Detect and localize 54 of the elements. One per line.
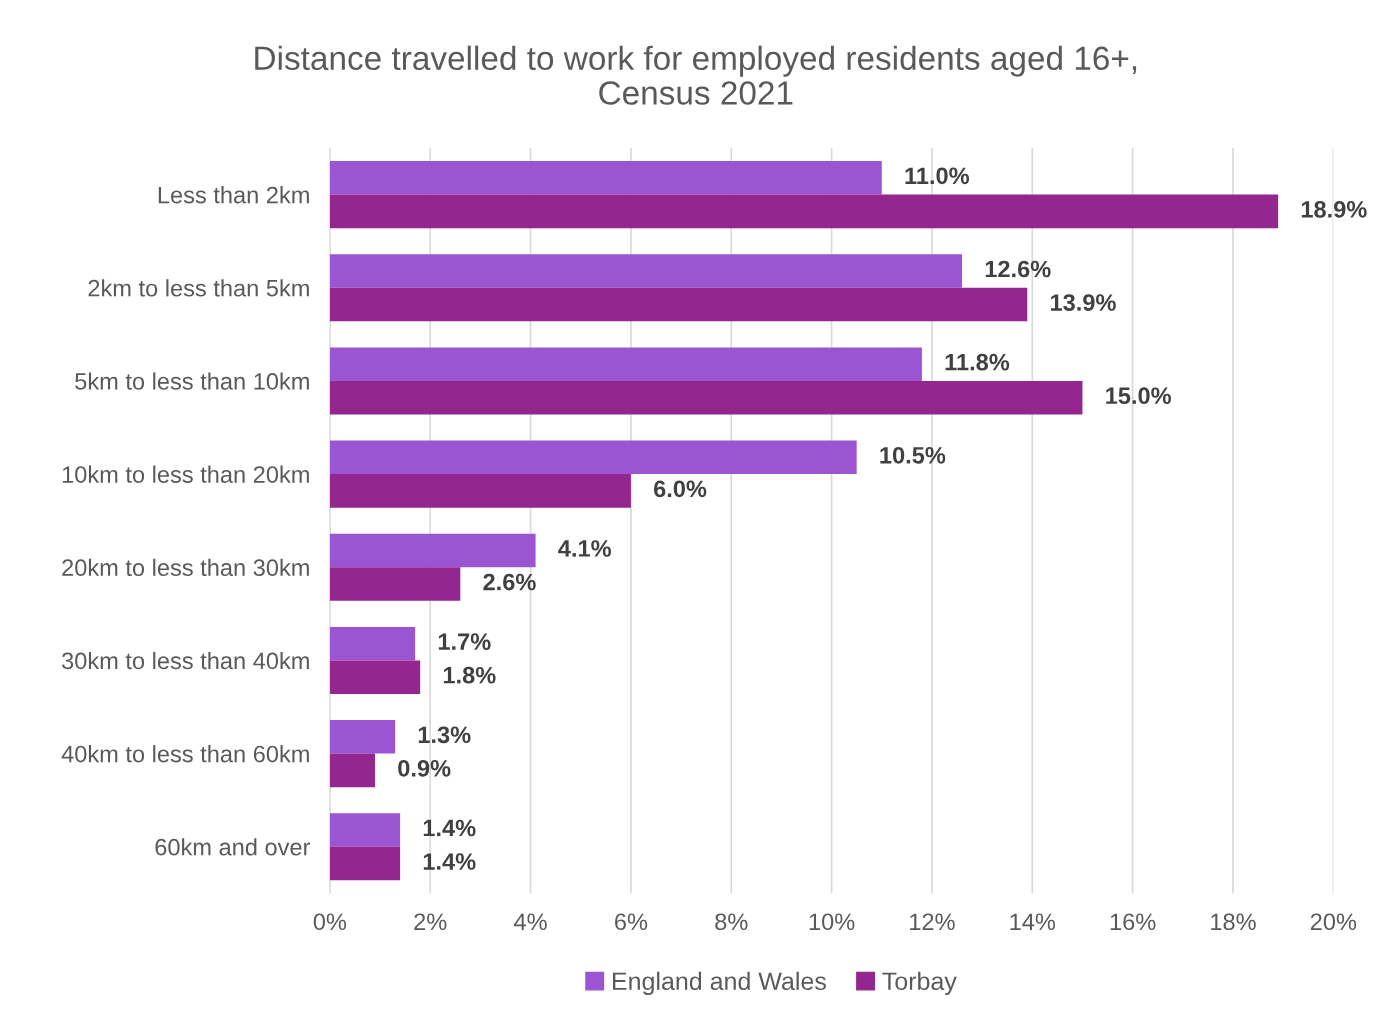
x-tick-label: 10%: [809, 913, 855, 931]
x-tick-label: 14%: [1010, 913, 1056, 931]
bar: [329, 440, 857, 475]
bar: [329, 161, 882, 195]
y-tick-label: 20km to less than 30km: [62, 558, 309, 577]
data-label: 15.0%: [1106, 387, 1172, 405]
bar: [329, 813, 401, 847]
y-tick-label: 30km to less than 40km: [61, 651, 309, 670]
bar: [329, 380, 1083, 415]
data-label: 1.4%: [423, 853, 476, 870]
bar: [329, 626, 416, 661]
bar: [329, 254, 963, 288]
bar: [329, 660, 421, 694]
data-label: 4.1%: [558, 540, 611, 557]
x-tick-label: 6%: [615, 913, 648, 931]
y-tick-label: Less than 2km: [158, 186, 309, 204]
data-label: 1.8%: [443, 666, 496, 684]
data-label: 6.0%: [653, 480, 707, 498]
y-tick-label: 5km to less than 10km: [75, 372, 309, 390]
data-label: 0.9%: [398, 759, 451, 777]
x-tick-label: 8%: [715, 913, 748, 931]
y-tick-label: 40km to less than 60km: [61, 745, 309, 763]
data-label: 13.9%: [1050, 294, 1116, 311]
data-label: 1.7%: [438, 633, 491, 650]
data-label: 11.0%: [905, 167, 970, 185]
y-tick-label: 60km and over: [155, 838, 311, 856]
bar: [329, 567, 461, 601]
x-tick-label: 4%: [514, 913, 547, 931]
x-tick-label: 0%: [313, 913, 347, 931]
y-tick-label: 10km to less than 20km: [62, 465, 309, 483]
x-tick-label: 18%: [1211, 913, 1256, 931]
data-label: 12.6%: [985, 260, 1051, 278]
data-label: 1.3%: [418, 726, 471, 744]
x-tick-label: 16%: [1110, 913, 1156, 931]
bar: [329, 287, 1028, 322]
bar: [329, 846, 401, 881]
x-tick-label: 20%: [1310, 913, 1357, 931]
data-label: 2.6%: [483, 573, 536, 591]
chart-title: Distance travelled to work for employed residents aged 16+, Census 2021: [255, 45, 1137, 105]
legend-label: England and Wales: [613, 971, 826, 996]
y-tick-label: 2km to less than 5km: [88, 279, 309, 297]
bar: [329, 753, 376, 788]
x-tick-label: 12%: [910, 913, 955, 931]
bar: [329, 347, 922, 381]
bar: [329, 474, 631, 508]
bar: [329, 533, 536, 568]
bar: [329, 720, 396, 754]
data-label: 1.4%: [423, 819, 476, 837]
data-label: 11.8%: [945, 353, 1010, 371]
data-label: 10.5%: [880, 446, 946, 464]
legend-label: Torbay: [882, 971, 957, 996]
x-tick-label: 2%: [414, 913, 447, 931]
data-label: 18.9%: [1301, 201, 1367, 218]
bar: [329, 194, 1279, 229]
